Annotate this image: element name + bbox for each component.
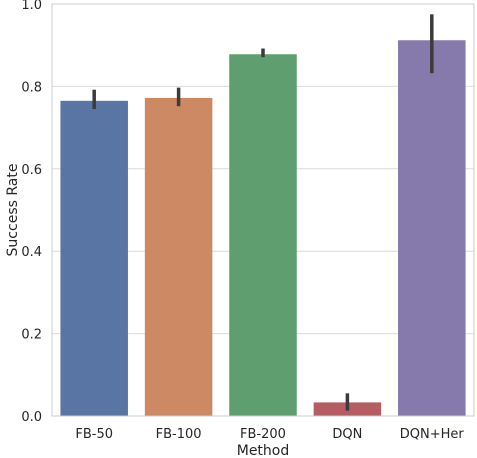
x-axis-label: Method	[237, 443, 290, 458]
x-tick-label: DQN+Her	[400, 427, 465, 442]
error-bars	[92, 14, 434, 411]
y-tick-label: 0.0	[21, 410, 42, 425]
bars	[60, 40, 466, 416]
bar-fb-50	[60, 100, 128, 416]
y-tick-label: 0.4	[21, 245, 42, 260]
x-tick-label: DQN	[332, 427, 362, 442]
x-tick-label: FB-50	[75, 427, 113, 442]
bar-fb-100	[144, 97, 213, 416]
axis-spines	[51, 3, 475, 417]
y-axis-label: Success Rate	[5, 164, 21, 257]
y-tick-labels: 0.0 0.2 0.4 0.6 0.8 1.0	[21, 0, 42, 425]
y-tick-label: 1.0	[21, 0, 42, 13]
plot-frame	[51, 3, 475, 417]
y-tick-label: 0.6	[21, 163, 42, 178]
x-tick-labels: FB-50 FB-100 FB-200 DQN DQN+Her	[75, 427, 464, 442]
y-tick-label: 0.8	[21, 80, 42, 95]
x-tick-label: FB-200	[240, 427, 286, 442]
bar-fb-200	[229, 54, 297, 416]
bar-dqn-her	[398, 40, 466, 416]
x-tick-label: FB-100	[156, 427, 202, 442]
y-tick-label: 0.2	[21, 328, 42, 343]
